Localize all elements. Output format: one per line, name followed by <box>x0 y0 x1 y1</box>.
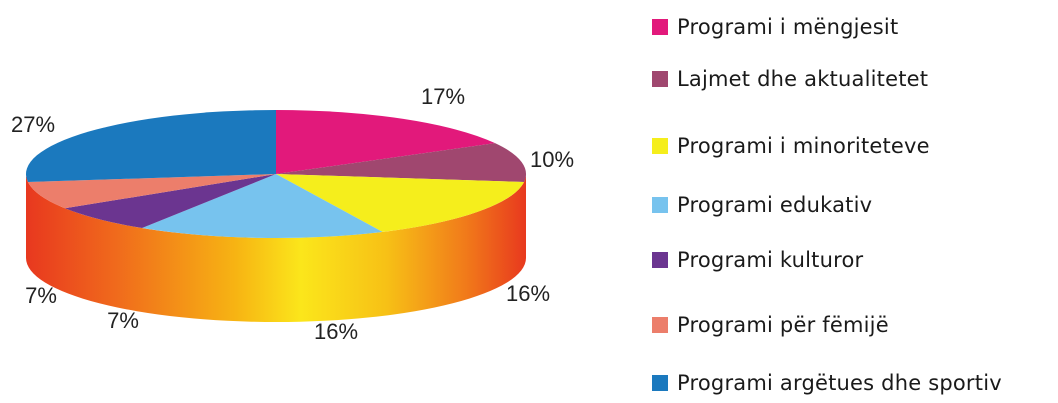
legend-swatch <box>652 252 668 268</box>
legend-label: Programi i minoriteteve <box>677 134 930 158</box>
pie-slice-programi-per-femije <box>27 174 276 209</box>
legend-label: Programi kulturor <box>677 248 864 272</box>
legend-item-programi-per-femije: Programi për fëmijë <box>652 310 889 340</box>
legend-swatch <box>652 375 668 391</box>
data-label-programi-edukativ: 16% <box>314 319 358 344</box>
data-label-programi-per-femije: 7% <box>25 283 57 308</box>
legend-item-programi-i-mengjesit: Programi i mëngjesit <box>652 12 898 42</box>
legend-label: Programi për fëmijë <box>677 313 889 337</box>
legend-item-lajmet-dhe-aktualitetet: Lajmet dhe aktualitetet <box>652 64 928 94</box>
pie-slice-programi-i-minoriteteve <box>276 174 525 232</box>
legend-swatch <box>652 71 668 87</box>
data-label-programi-i-mengjesit: 17% <box>421 84 465 109</box>
pie-slice-programi-argetues-dhe-sportiv <box>25 110 276 183</box>
legend-item-programi-argetues-dhe-sportiv: Programi argëtues dhe sportiv <box>652 368 1002 398</box>
legend-label: Programi i mëngjesit <box>677 15 899 39</box>
legend-item-programi-edukativ: Programi edukativ <box>652 190 872 220</box>
pie-slice-lajmet-dhe-aktualitetet <box>276 143 527 183</box>
legend-item-programi-i-minoriteteve: Programi i minoriteteve <box>652 131 930 161</box>
pie-slice-programi-kulturor <box>64 174 276 229</box>
legend-item-programi-kulturor: Programi kulturor <box>652 245 863 275</box>
legend-swatch <box>652 317 668 333</box>
pie-slice-programi-i-mengjesit <box>276 110 496 174</box>
legend-swatch <box>652 197 668 213</box>
data-label-programi-kulturor: 7% <box>107 308 139 333</box>
legend-label: Programi edukativ <box>677 193 873 217</box>
legend-swatch <box>652 138 668 154</box>
pie-slice-programi-edukativ <box>142 174 383 238</box>
legend-label: Programi argëtues dhe sportiv <box>677 371 1002 395</box>
data-label-programi-argetues-dhe-sportiv: 27% <box>11 112 55 137</box>
legend-label: Lajmet dhe aktualitetet <box>677 67 929 91</box>
data-label-programi-i-minoriteteve: 16% <box>506 281 550 306</box>
pie-side-wall <box>26 174 526 322</box>
legend-swatch <box>652 19 668 35</box>
data-label-lajmet-dhe-aktualitetet: 10% <box>530 147 574 172</box>
